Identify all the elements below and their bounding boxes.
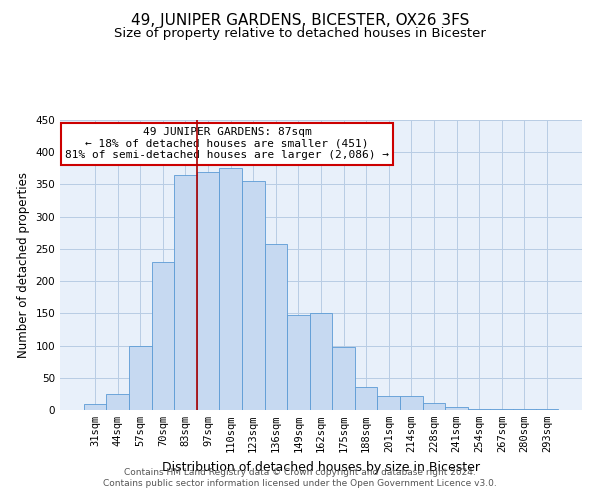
Text: Size of property relative to detached houses in Bicester: Size of property relative to detached ho… bbox=[114, 28, 486, 40]
Y-axis label: Number of detached properties: Number of detached properties bbox=[17, 172, 30, 358]
Bar bbox=[536, 408, 558, 410]
Bar bbox=[355, 388, 377, 410]
Text: 49 JUNIPER GARDENS: 87sqm
← 18% of detached houses are smaller (451)
81% of semi: 49 JUNIPER GARDENS: 87sqm ← 18% of detac… bbox=[65, 127, 389, 160]
Text: 49, JUNIPER GARDENS, BICESTER, OX26 3FS: 49, JUNIPER GARDENS, BICESTER, OX26 3FS bbox=[131, 12, 469, 28]
Bar bbox=[242, 181, 265, 410]
Bar bbox=[265, 244, 287, 410]
Bar bbox=[84, 404, 106, 410]
Bar bbox=[174, 175, 197, 410]
Text: Contains HM Land Registry data © Crown copyright and database right 2024.
Contai: Contains HM Land Registry data © Crown c… bbox=[103, 468, 497, 487]
Bar bbox=[310, 314, 332, 410]
Bar bbox=[197, 172, 220, 410]
Bar bbox=[490, 408, 513, 410]
Bar bbox=[377, 396, 400, 410]
Bar bbox=[287, 316, 310, 410]
Bar bbox=[152, 262, 174, 410]
Bar bbox=[468, 408, 490, 410]
Bar bbox=[129, 346, 152, 410]
Bar bbox=[422, 403, 445, 410]
Bar bbox=[106, 394, 129, 410]
Bar bbox=[400, 396, 422, 410]
Bar bbox=[220, 168, 242, 410]
Bar bbox=[332, 348, 355, 410]
X-axis label: Distribution of detached houses by size in Bicester: Distribution of detached houses by size … bbox=[162, 460, 480, 473]
Bar bbox=[445, 408, 468, 410]
